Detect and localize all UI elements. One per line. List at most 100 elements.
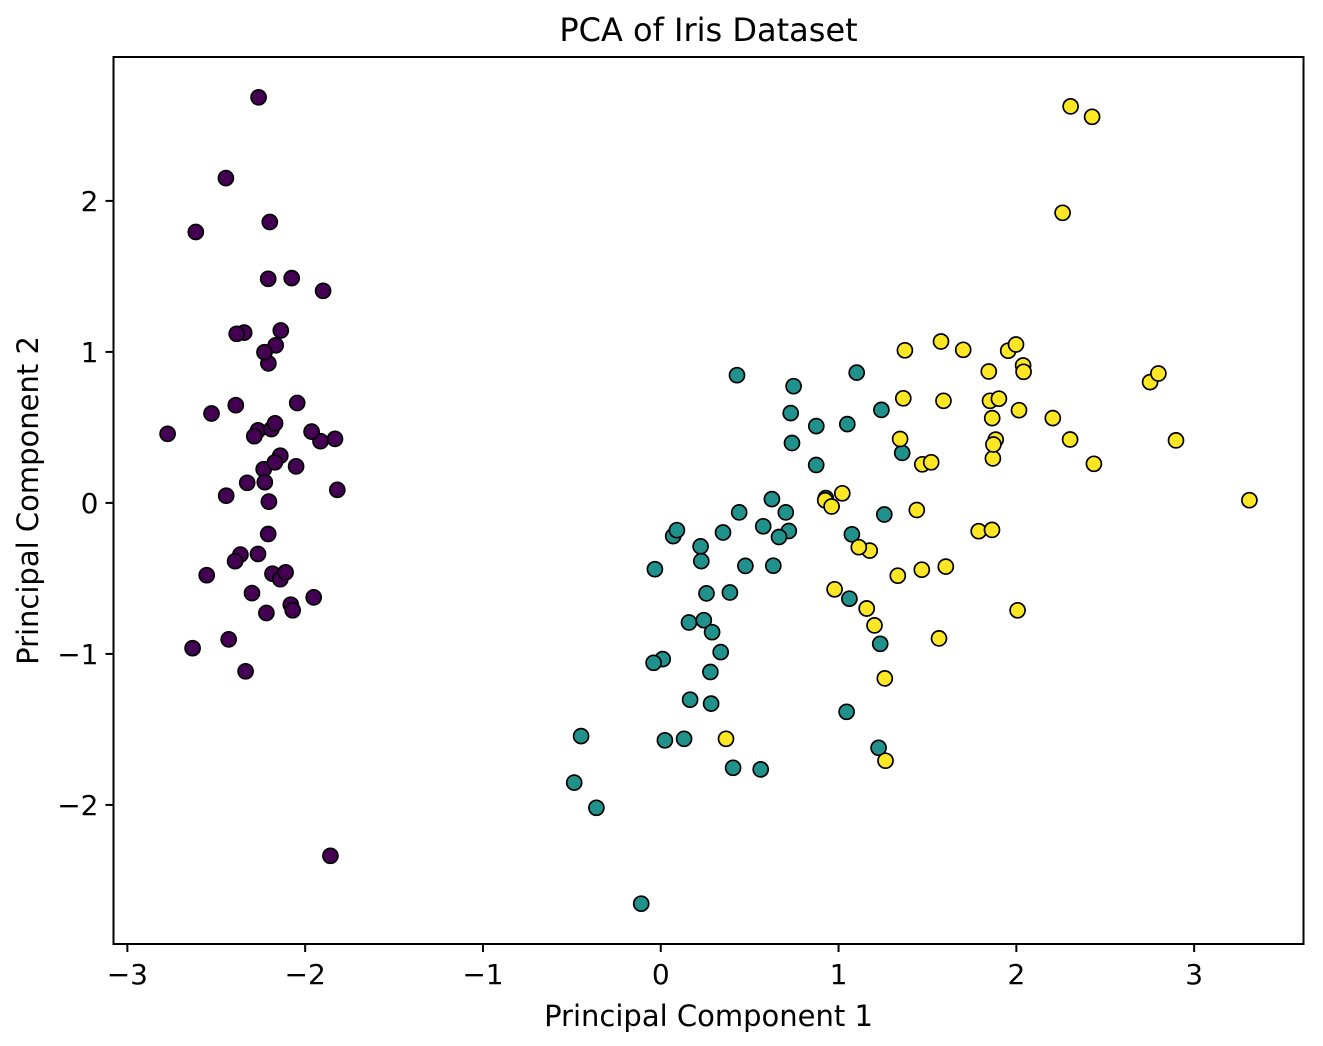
y-tick-label: 1 bbox=[81, 336, 99, 369]
data-point bbox=[954, 341, 972, 359]
data-point bbox=[983, 521, 1001, 539]
data-point bbox=[1083, 108, 1101, 126]
data-point bbox=[695, 611, 713, 629]
data-point bbox=[284, 601, 302, 619]
data-point bbox=[858, 600, 876, 617]
data-point bbox=[283, 269, 301, 287]
axes-layer: −3 −2 −1 0 1 2 3 −2 −1 0 1 2 bbox=[57, 56, 1305, 991]
data-point bbox=[937, 558, 955, 575]
data-point bbox=[877, 752, 894, 770]
data-point bbox=[668, 521, 686, 539]
data-point bbox=[1044, 409, 1062, 427]
data-point bbox=[314, 282, 332, 300]
data-point bbox=[702, 663, 719, 681]
data-point bbox=[1150, 365, 1167, 382]
data-point bbox=[935, 392, 952, 410]
data-point bbox=[632, 895, 650, 913]
data-point bbox=[896, 341, 914, 359]
data-point bbox=[838, 703, 855, 721]
data-point bbox=[782, 404, 800, 422]
data-point bbox=[777, 504, 795, 521]
data-point bbox=[198, 566, 216, 584]
data-point bbox=[752, 761, 770, 778]
data-point bbox=[220, 631, 238, 648]
x-tick-label: −1 bbox=[462, 958, 503, 991]
data-point bbox=[1062, 98, 1079, 115]
data-point bbox=[980, 363, 998, 380]
plot-border bbox=[112, 56, 1305, 945]
data-point bbox=[702, 695, 720, 712]
data-point bbox=[256, 343, 273, 361]
data-point bbox=[326, 430, 344, 448]
data-point bbox=[1061, 431, 1079, 448]
data-point bbox=[227, 396, 245, 414]
y-tick-label: 0 bbox=[81, 487, 99, 520]
x-axis-label: Principal Component 1 bbox=[544, 999, 873, 1033]
data-point bbox=[203, 405, 220, 422]
series-virginica bbox=[717, 98, 1258, 770]
data-point bbox=[807, 417, 825, 435]
data-point bbox=[237, 662, 254, 680]
data-point bbox=[646, 560, 664, 578]
data-point bbox=[891, 430, 909, 448]
data-point bbox=[985, 436, 1002, 453]
data-point bbox=[680, 614, 698, 631]
chart-title: PCA of Iris Dataset bbox=[559, 11, 857, 49]
data-point bbox=[692, 538, 709, 555]
data-point bbox=[261, 213, 279, 231]
data-point bbox=[850, 538, 868, 556]
y-axis-label: Principal Component 2 bbox=[11, 336, 45, 665]
data-point bbox=[763, 490, 781, 508]
series-versicolor bbox=[565, 364, 911, 913]
x-tick-label: 3 bbox=[1185, 958, 1203, 991]
data-point bbox=[833, 484, 851, 502]
data-point bbox=[843, 525, 861, 543]
data-point bbox=[875, 506, 893, 523]
y-tick-label: 2 bbox=[81, 185, 99, 218]
data-point bbox=[703, 623, 721, 641]
data-point bbox=[187, 223, 205, 241]
data-point bbox=[826, 580, 843, 598]
data-point bbox=[259, 270, 277, 288]
data-point bbox=[698, 585, 715, 602]
data-point bbox=[913, 561, 931, 579]
data-point bbox=[288, 394, 306, 412]
data-point bbox=[838, 415, 856, 433]
data-point bbox=[823, 498, 840, 515]
data-point bbox=[1009, 601, 1026, 619]
data-point bbox=[873, 401, 890, 419]
data-point bbox=[870, 739, 887, 757]
data-point bbox=[1015, 363, 1032, 381]
data-point bbox=[984, 450, 1002, 467]
data-point bbox=[764, 557, 782, 575]
data-point bbox=[266, 414, 284, 432]
data-point bbox=[228, 325, 246, 343]
data-point bbox=[303, 423, 320, 440]
data-point bbox=[322, 847, 339, 865]
data-point bbox=[730, 504, 748, 521]
data-point bbox=[272, 322, 290, 339]
series-setosa bbox=[159, 88, 346, 865]
data-point bbox=[866, 617, 883, 634]
data-point bbox=[783, 434, 801, 452]
data-points-layer bbox=[159, 88, 1258, 913]
data-point bbox=[1010, 401, 1028, 419]
data-point bbox=[287, 458, 305, 475]
data-point bbox=[217, 487, 235, 505]
data-point bbox=[848, 364, 866, 381]
data-point bbox=[724, 759, 742, 777]
data-point bbox=[712, 643, 730, 661]
x-tick-label: −2 bbox=[285, 958, 326, 991]
data-point bbox=[565, 774, 583, 791]
data-point bbox=[717, 730, 735, 748]
x-tick-label: 0 bbox=[652, 958, 670, 991]
data-point bbox=[681, 691, 699, 709]
data-point bbox=[1007, 336, 1025, 353]
data-point bbox=[990, 390, 1008, 408]
data-point bbox=[785, 377, 802, 395]
data-point bbox=[692, 552, 710, 570]
data-point bbox=[1241, 491, 1258, 509]
data-point bbox=[675, 730, 693, 748]
data-point bbox=[656, 731, 674, 749]
